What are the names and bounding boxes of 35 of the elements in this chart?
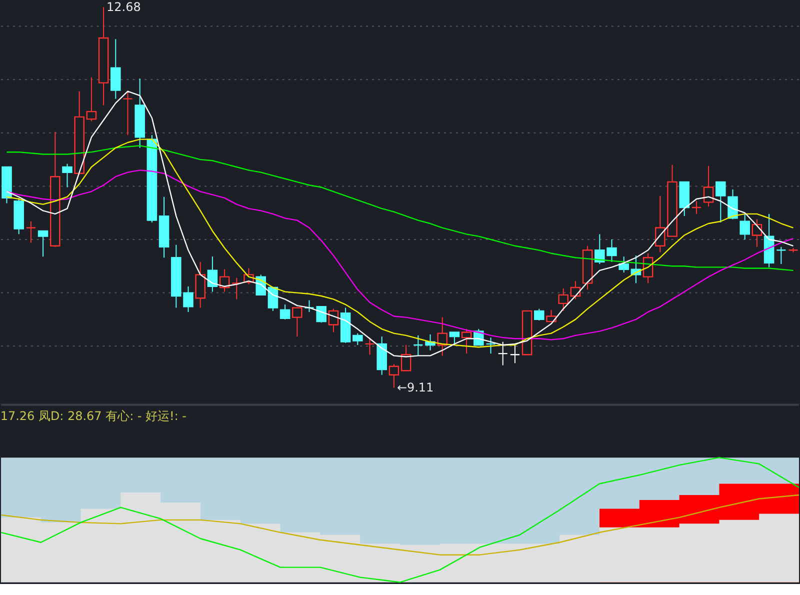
candlestick (437, 316, 448, 356)
candlestick (558, 288, 568, 312)
candlestick (449, 332, 460, 346)
candlestick (703, 165, 714, 207)
candlestick (364, 337, 375, 356)
annotation: ←9.11 (396, 380, 434, 395)
candlestick (26, 220, 36, 244)
candlestick (740, 213, 750, 240)
candlestick (413, 334, 424, 356)
candlestick (776, 246, 786, 265)
candlestick (110, 38, 121, 100)
candlestick (486, 337, 496, 354)
candlestick (388, 364, 400, 388)
candlestick (232, 277, 242, 300)
candlestick (86, 76, 97, 122)
candlestick (618, 256, 629, 274)
annotation: 12.68 (106, 0, 141, 14)
candlestick (461, 328, 472, 354)
candlestick (195, 261, 206, 308)
candlestick (122, 90, 133, 136)
text: 17.26 凤D: 28.67 有心: - 好运!: - (0, 409, 187, 424)
candlestick (62, 163, 72, 188)
candlestick (292, 307, 302, 337)
candlestick (304, 300, 314, 312)
candlestick (691, 200, 702, 214)
candlestick (716, 181, 726, 223)
candlestick (400, 344, 412, 372)
candlestick (752, 218, 762, 248)
candlestick (352, 332, 363, 346)
candlestick (328, 308, 339, 333)
candlestick (280, 304, 290, 320)
candlestick (546, 309, 556, 322)
candlestick (534, 308, 544, 322)
candlestick (316, 306, 326, 324)
candlestick (38, 230, 48, 258)
